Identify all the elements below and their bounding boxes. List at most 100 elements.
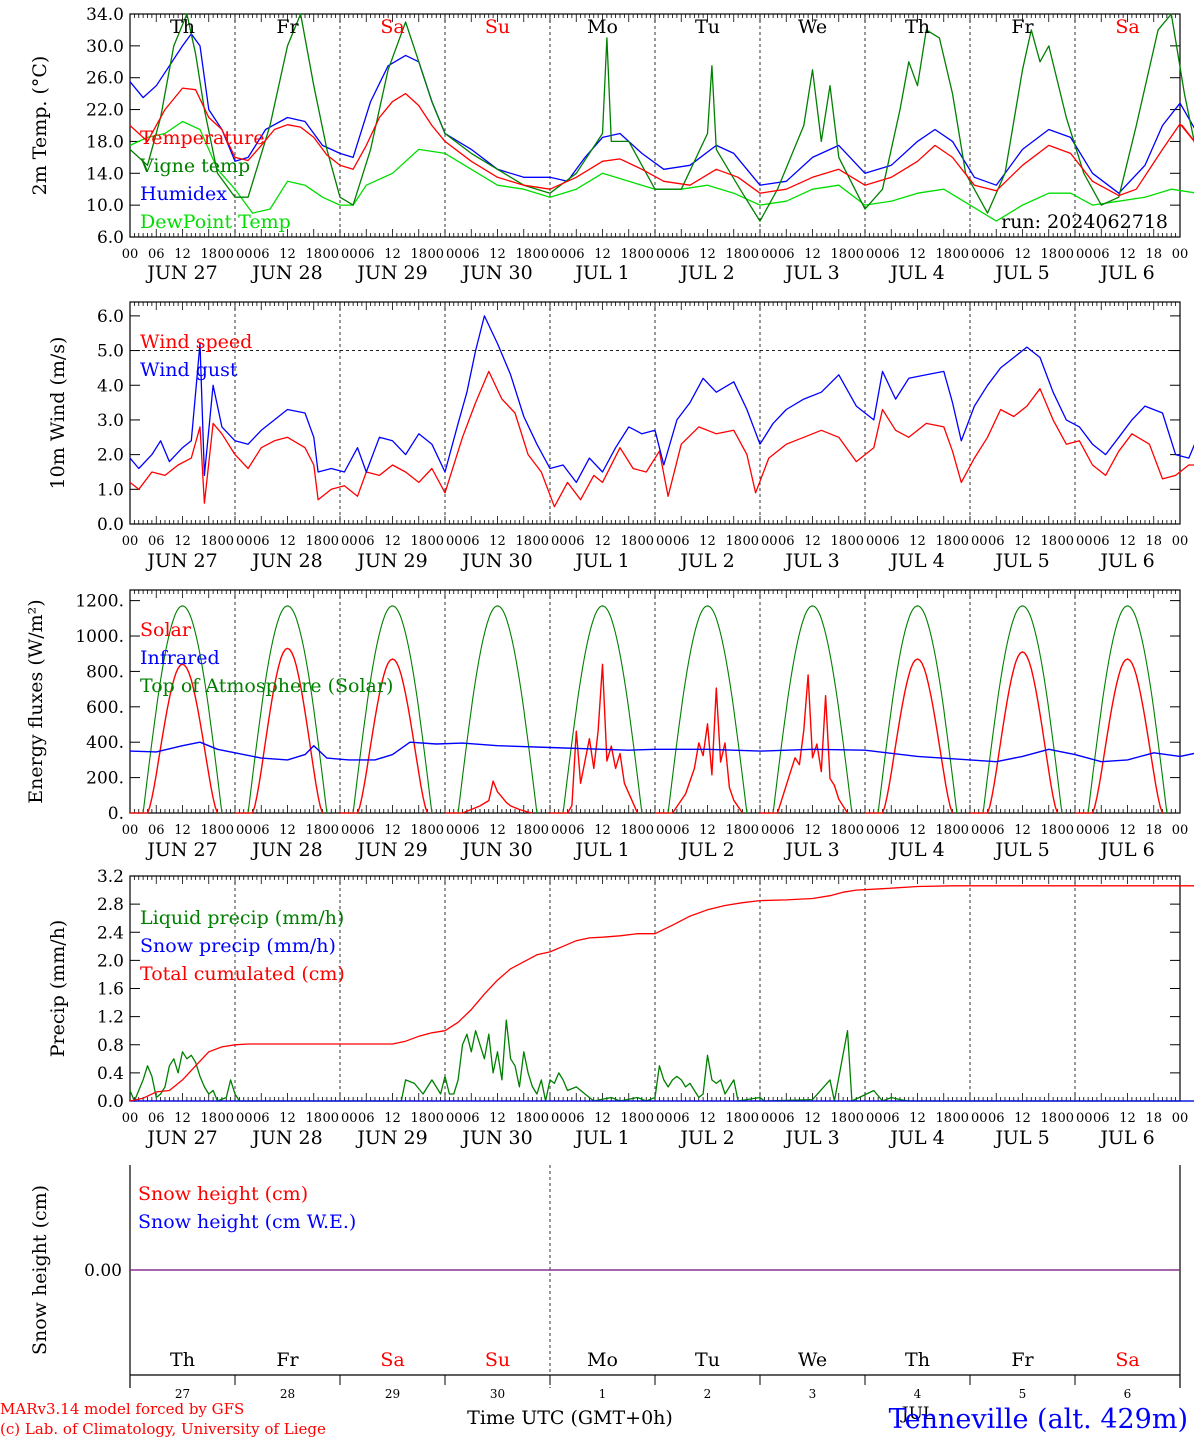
hour-tick-label: 00 <box>1076 534 1093 549</box>
hour-tick-label: 06 <box>778 247 795 262</box>
hour-tick-label: 12 <box>1014 1111 1031 1126</box>
hour-tick-label: 12 <box>384 823 401 838</box>
hour-tick-label: 18 <box>935 247 952 262</box>
day-number: 29 <box>385 1387 400 1401</box>
hour-tick-label: 18 <box>1040 247 1057 262</box>
hour-tick-label: 00 <box>866 1111 883 1126</box>
hour-tick-label: 00 <box>217 247 234 262</box>
hour-tick-label: 18 <box>935 1111 952 1126</box>
hour-tick-label: 18 <box>620 247 637 262</box>
y-tick-label: 14.0 <box>86 164 124 184</box>
hour-tick-label: 00 <box>847 534 864 549</box>
hour-tick-label: 12 <box>1014 247 1031 262</box>
hour-tick-label: 18 <box>515 1111 532 1126</box>
day-label: JUN 29 <box>355 839 427 861</box>
hour-tick-label: 18 <box>1040 1111 1057 1126</box>
hour-tick-label: 00 <box>1057 247 1074 262</box>
y-tick-label: 6.0 <box>97 307 124 327</box>
hour-tick-label: 00 <box>742 247 759 262</box>
hour-tick-label: 12 <box>174 247 191 262</box>
solar-line <box>1091 658 1164 814</box>
hour-tick-label: 12 <box>174 823 191 838</box>
day-label: JUL 6 <box>1098 839 1154 861</box>
hour-tick-label: 12 <box>699 1111 716 1126</box>
hour-tick-label: 18 <box>725 1111 742 1126</box>
day-label: JUL 3 <box>783 839 839 861</box>
toa-solar-line <box>247 605 328 814</box>
solar-line <box>356 658 429 814</box>
hour-tick-label: 12 <box>1014 534 1031 549</box>
legend-entry: Solar <box>140 619 192 641</box>
month-label: JUL <box>900 1404 934 1424</box>
y-tick-label: 6.0 <box>97 228 124 248</box>
day-label: JUN 30 <box>460 262 532 284</box>
day-label: JUN 27 <box>145 1127 217 1149</box>
hour-tick-label: 00 <box>952 823 969 838</box>
hour-tick-label: 00 <box>446 1111 463 1126</box>
hour-tick-label: 06 <box>463 534 480 549</box>
y-tick-label: 22.0 <box>86 101 124 121</box>
station-title: Tenneville (alt. 429m) <box>889 1404 1188 1435</box>
hour-tick-label: 00 <box>1172 823 1189 838</box>
hour-tick-label: 12 <box>699 534 716 549</box>
toa-solar-line <box>667 605 748 814</box>
day-number: 5 <box>1019 1387 1027 1401</box>
toa-solar-line <box>142 605 223 814</box>
hour-tick-label: 00 <box>1076 823 1093 838</box>
hour-tick-label: 06 <box>568 1111 585 1126</box>
hour-tick-label: 06 <box>673 1111 690 1126</box>
hour-tick-label: 18 <box>620 1111 637 1126</box>
hour-tick-label: 12 <box>279 1111 296 1126</box>
day-label: JUL 2 <box>678 550 734 572</box>
y-tick-label: 2.4 <box>97 923 124 943</box>
hour-tick-label: 00 <box>322 823 339 838</box>
hour-tick-label: 06 <box>253 823 270 838</box>
hour-tick-label: 00 <box>866 247 883 262</box>
hour-tick-label: 00 <box>122 247 139 262</box>
y-tick-label: 0.00 <box>84 1261 122 1281</box>
y-tick-label: 1.2 <box>97 1008 124 1028</box>
hour-tick-label: 18 <box>1145 823 1162 838</box>
day-label: JUL 5 <box>993 550 1049 572</box>
hour-tick-label: 12 <box>384 247 401 262</box>
day-label: JUL 6 <box>1098 550 1154 572</box>
hour-tick-label: 18 <box>515 534 532 549</box>
solar-line <box>566 663 639 814</box>
hour-tick-label: 12 <box>279 823 296 838</box>
hour-tick-label: 00 <box>1172 247 1189 262</box>
hour-tick-label: 18 <box>410 534 427 549</box>
y-tick-label: 600. <box>86 698 124 718</box>
day-number: 2 <box>704 1387 712 1401</box>
toa-solar-line <box>352 605 433 814</box>
day-label: JUL 2 <box>678 839 734 861</box>
hour-tick-label: 00 <box>847 823 864 838</box>
hour-tick-label: 06 <box>778 534 795 549</box>
hour-tick-label: 18 <box>305 823 322 838</box>
hour-tick-label: 12 <box>909 534 926 549</box>
toa-solar-line <box>772 605 853 814</box>
hour-tick-label: 00 <box>427 534 444 549</box>
hour-tick-label: 06 <box>463 823 480 838</box>
weekday-label: Fr <box>276 16 299 38</box>
hour-tick-label: 00 <box>122 1111 139 1126</box>
hour-tick-label: 12 <box>594 534 611 549</box>
y-tick-label: 18.0 <box>86 132 124 152</box>
y-axis-label: Energy fluxes (W/m²) <box>25 599 47 803</box>
hour-tick-label: 18 <box>200 534 217 549</box>
hour-tick-label: 00 <box>866 823 883 838</box>
hour-tick-label: 00 <box>322 534 339 549</box>
day-label: JUN 30 <box>460 1127 532 1149</box>
hour-tick-label: 00 <box>761 1111 778 1126</box>
hour-tick-label: 00 <box>217 1111 234 1126</box>
day-label: JUN 27 <box>145 839 217 861</box>
hour-tick-label: 12 <box>174 534 191 549</box>
hour-tick-label: 00 <box>847 1111 864 1126</box>
hour-tick-label: 06 <box>673 823 690 838</box>
hour-tick-label: 18 <box>830 247 847 262</box>
hour-tick-label: 12 <box>489 534 506 549</box>
legend-entry: Wind gust <box>140 359 238 381</box>
legend-entry: Infrared <box>140 647 220 669</box>
solar-line <box>881 658 954 814</box>
solar-line <box>986 651 1059 814</box>
